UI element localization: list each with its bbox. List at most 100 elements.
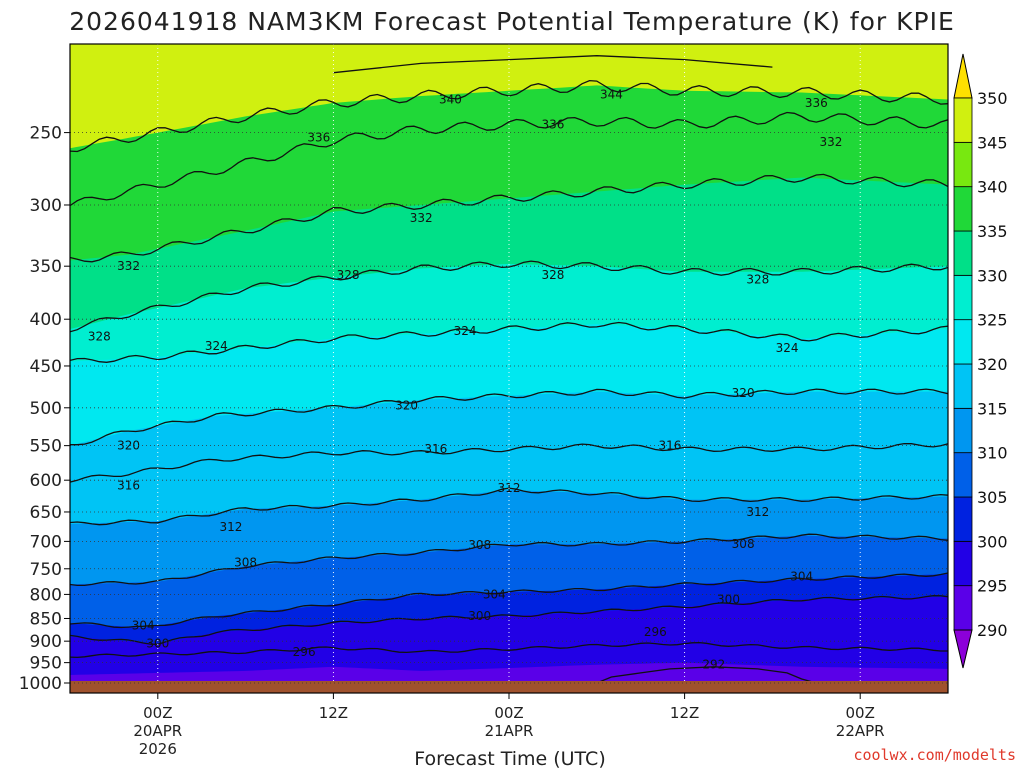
- contour-label-320: 320: [732, 386, 755, 400]
- colorbar-tick-label: 310: [977, 444, 1008, 463]
- contour-label-320: 320: [395, 398, 418, 412]
- contour-label-308: 308: [234, 555, 257, 569]
- isentrope-328: [70, 260, 948, 333]
- x-tick-label: 00Z: [846, 704, 875, 722]
- y-tick-label: 400: [30, 310, 62, 330]
- colorbar-top-arrow: [953, 53, 973, 99]
- isentrope-296: [70, 641, 948, 659]
- colorbar-tick-label: 335: [977, 222, 1008, 241]
- contour-label-316: 316: [117, 478, 140, 492]
- x-tick-label: 00Z: [143, 704, 172, 722]
- credit-text: coolwx.com/modelts: [853, 746, 1016, 764]
- isentrope-304: [70, 572, 948, 629]
- x-axis-label: Forecast Time (UTC): [414, 748, 605, 768]
- colorbar-swatch: [953, 407, 973, 454]
- contour-label-320: 320: [117, 439, 140, 453]
- colorbar-swatch: [953, 496, 973, 542]
- colorbar-tick-label: 330: [977, 266, 1008, 285]
- colorbar-swatch: [953, 274, 973, 321]
- contour-label-308: 308: [468, 538, 491, 552]
- colorbar-tick-label: 295: [977, 577, 1008, 596]
- y-tick-label: 1000: [19, 674, 62, 694]
- contour-label-300: 300: [146, 636, 169, 650]
- colorbar-tick-label: 350: [977, 89, 1008, 108]
- colorbar-tick-label: 300: [977, 532, 1008, 551]
- y-tick-label: 750: [30, 560, 62, 580]
- y-tick-label: 350: [30, 257, 62, 277]
- y-tick-label: 900: [30, 632, 62, 652]
- colorbar-tick-label: 320: [977, 355, 1008, 374]
- colorbar-tick-label: 325: [977, 311, 1008, 330]
- contour-label-336: 336: [541, 118, 564, 132]
- contour-label-304: 304: [132, 618, 155, 632]
- y-tick-label: 450: [30, 357, 62, 377]
- colorbar-swatch: [953, 452, 973, 498]
- ground-strip: [70, 681, 948, 693]
- contour-label-300: 300: [468, 609, 491, 623]
- x-tick-label: 22APR: [836, 722, 885, 740]
- contour-label-304: 304: [790, 570, 813, 584]
- contour-label-340: 340: [439, 92, 462, 106]
- isentrope-324: [70, 321, 948, 363]
- contour-label-296: 296: [644, 625, 667, 639]
- y-tick-label: 500: [30, 399, 62, 419]
- colorbar-tick-label: 305: [977, 488, 1008, 507]
- colorbar-swatch: [953, 230, 973, 276]
- contour-label-332: 332: [117, 259, 140, 273]
- contour-label-328: 328: [746, 273, 769, 287]
- colorbar-swatch: [953, 363, 973, 409]
- x-tick-label: 20APR: [133, 722, 182, 740]
- contour-label-332: 332: [410, 211, 433, 225]
- chart-title: 2026041918 NAM3KM Forecast Potential Tem…: [69, 7, 955, 36]
- y-tick-label: 600: [30, 471, 62, 491]
- contour-label-324: 324: [776, 341, 799, 355]
- y-tick-label: 550: [30, 437, 62, 457]
- y-tick-label: 700: [30, 532, 62, 552]
- contour-label-344: 344: [600, 87, 623, 101]
- contour-label-336: 336: [805, 96, 828, 110]
- isentrope-336: [70, 111, 948, 207]
- y-tick-label: 850: [30, 609, 62, 629]
- x-tick-label: 2026: [139, 740, 177, 758]
- colorbar-swatch: [953, 141, 973, 188]
- colorbar-tick-label: 290: [977, 621, 1008, 640]
- contour-label-300: 300: [717, 592, 740, 606]
- contour-label-312: 312: [746, 505, 769, 519]
- y-tick-label: 300: [30, 196, 62, 216]
- contour-label-328: 328: [541, 268, 564, 282]
- isentrope-292: [596, 666, 817, 683]
- x-tick-label: 21APR: [485, 722, 534, 740]
- x-tick-label: 12Z: [670, 704, 699, 722]
- colorbar-tick-label: 345: [977, 133, 1008, 152]
- colorbar-swatch: [953, 97, 973, 143]
- contour-label-336: 336: [307, 130, 330, 144]
- isentrope-332: [70, 173, 948, 263]
- y-tick-label: 650: [30, 503, 62, 523]
- isentrope-344: [333, 55, 773, 74]
- y-tick-label: 800: [30, 585, 62, 605]
- contour-label-316: 316: [659, 439, 682, 453]
- contour-label-316: 316: [424, 442, 447, 456]
- colorbar-bottom-arrow: [953, 629, 973, 669]
- contour-label-312: 312: [220, 520, 243, 534]
- contour-label-324: 324: [454, 324, 477, 338]
- contour-label-324: 324: [205, 339, 228, 353]
- x-tick-label: 12Z: [319, 704, 348, 722]
- isentrope-308: [70, 533, 948, 587]
- colorbar-swatch: [953, 585, 973, 631]
- x-tick-label: 00Z: [494, 704, 523, 722]
- contour-label-328: 328: [88, 330, 111, 344]
- contour-label-308: 308: [732, 537, 755, 551]
- colorbar-swatch: [953, 186, 973, 232]
- contour-label-332: 332: [819, 135, 842, 149]
- isentrope-300: [70, 595, 948, 645]
- y-tick-label: 250: [30, 124, 62, 144]
- isentrope-316: [70, 442, 948, 483]
- colorbar-tick-label: 340: [977, 178, 1008, 197]
- colorbar-tick-label: 315: [977, 399, 1008, 418]
- y-tick-label: 950: [30, 654, 62, 674]
- contour-label-292: 292: [702, 658, 725, 672]
- colorbar-swatch: [953, 540, 973, 587]
